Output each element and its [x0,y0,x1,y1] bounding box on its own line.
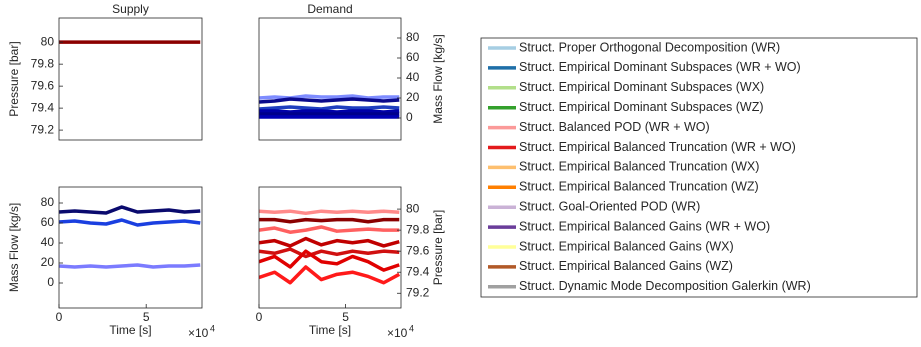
legend-label: Struct. Empirical Dominant Subspaces (WX… [519,80,764,94]
axes-title: Demand [307,2,352,16]
x-tick-label: 5 [342,310,349,324]
y-tick-label: 0 [47,275,54,289]
x-tick-label: 5 [143,310,150,324]
data-line [259,247,400,259]
y-tick-label: 79.2 [31,122,55,136]
y-axis-label: Mass Flow [kg/s] [431,34,445,123]
y-tick-label: 79.2 [406,285,430,299]
axes-box [258,186,402,309]
y-tick-label: 20 [41,255,55,269]
legend-label: Struct. Balanced POD (WR + WO) [519,120,710,134]
data-line [259,94,400,100]
y-tick-label: 79.4 [406,264,430,278]
axes-box [58,186,203,309]
legend-label: Struct. Empirical Balanced Gains (WR + W… [519,219,770,233]
legend-label: Struct. Proper Orthogonal Decomposition … [519,40,780,54]
y-tick-label: 80 [41,195,55,209]
legend-label: Struct. Empirical Balanced Truncation (W… [519,180,759,194]
data-line [259,249,400,272]
axes-box [58,17,203,141]
y-tick-label: 20 [406,90,420,104]
data-line [259,217,400,224]
data-line [259,109,400,114]
legend-label: Struct. Empirical Balanced Gains (WX) [519,239,734,253]
legend-label: Struct. Empirical Balanced Truncation (W… [519,160,759,174]
y-tick-label: 0 [406,110,413,124]
legend-box [480,37,918,298]
y-tick-label: 60 [406,50,420,64]
y-axis-label: Pressure [bar] [431,210,445,285]
x-tick-label: 0 [256,310,263,324]
x-exponent: 4 [210,323,215,333]
data-line [259,265,401,285]
data-line [59,263,201,269]
axes-background [259,18,401,140]
y-tick-label: 80 [406,30,420,44]
y-tick-label: 79.8 [31,56,55,70]
y-tick-label: 40 [406,70,420,84]
data-line [259,236,400,248]
legend-label: Struct. Empirical Dominant Subspaces (WZ… [519,100,764,114]
data-line [259,209,400,216]
axes-title: Supply [112,2,149,16]
x-exponent: 4 [409,323,414,333]
axes-background [259,187,401,308]
y-tick-label: 79.8 [406,222,430,236]
y-tick-label: 79.6 [406,243,430,257]
axes-background [59,187,202,308]
data-line [59,218,201,227]
legend-label: Struct. Empirical Balanced Gains (WZ) [519,259,733,273]
y-tick-label: 79.4 [31,100,55,114]
legend-label: Struct. Empirical Dominant Subspaces (WR… [519,60,801,74]
x-multiplier: ×10 [188,326,209,340]
x-axis-label: Time [s] [109,323,151,337]
legend-label: Struct. Dynamic Mode Decomposition Galer… [519,279,811,293]
y-tick-label: 79.6 [31,78,55,92]
data-line [259,105,400,111]
y-tick-label: 80 [41,34,55,48]
x-multiplier: ×10 [387,326,408,340]
axes-background [59,18,202,140]
y-tick-label: 40 [41,235,55,249]
axes-box [258,17,402,141]
y-axis-label: Pressure [bar] [7,41,21,116]
y-tick-label: 80 [406,201,420,215]
data-line [259,225,400,234]
y-tick-label: 60 [41,215,55,229]
legend-label: Struct. Goal-Oriented POD (WR) [519,199,700,213]
data-line [59,205,201,215]
legend-label: Struct. Empirical Balanced Truncation (W… [519,140,796,154]
x-axis-label: Time [s] [309,323,351,337]
x-tick-label: 0 [56,310,63,324]
data-line [259,97,400,104]
y-axis-label: Mass Flow [kg/s] [7,203,21,292]
